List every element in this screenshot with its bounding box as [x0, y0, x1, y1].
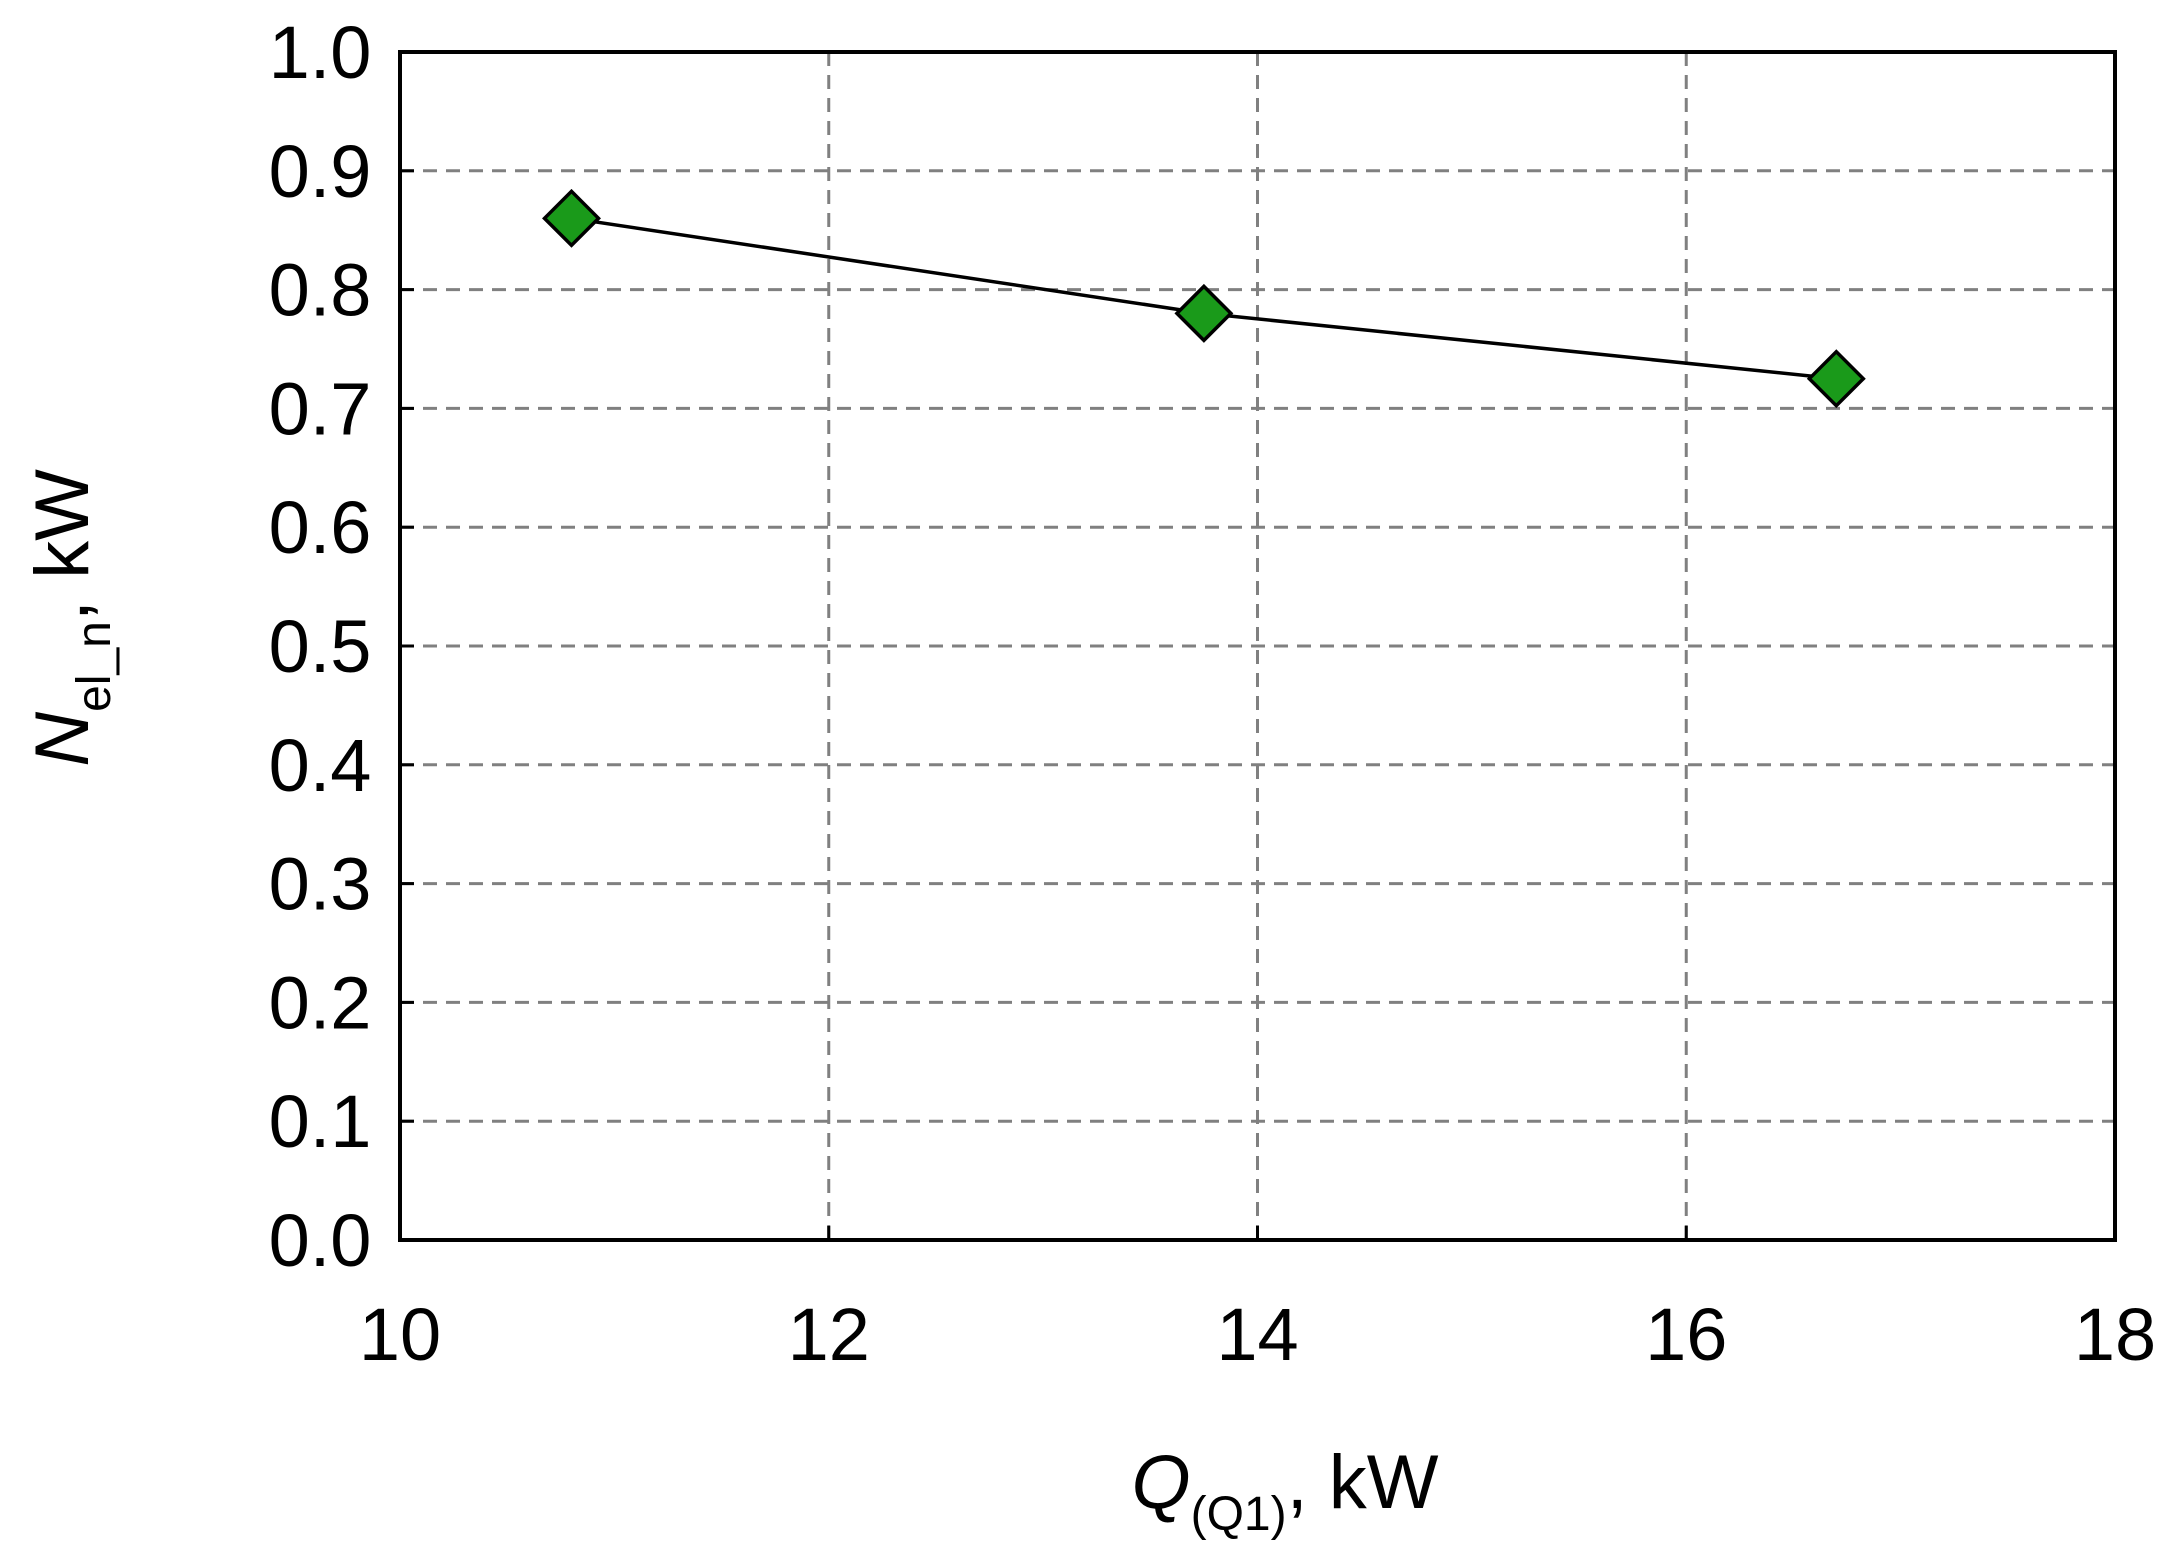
grid-lines: [400, 52, 2115, 1240]
y-tick-label: 0.3: [269, 843, 372, 926]
y-axis-title-main: N: [20, 712, 105, 767]
y-tick-labels: 0.0 0.1 0.2 0.3 0.4 0.5 0.6 0.7 0.8 0.9 1.0: [269, 11, 372, 1282]
y-tick-label: 0.9: [269, 130, 372, 213]
x-tick-labels: 10 12 14 16 18: [359, 1293, 2156, 1376]
x-tick-label: 18: [2074, 1293, 2156, 1376]
y-tick-label: 0.4: [269, 724, 372, 807]
y-tick-label: 0.8: [269, 249, 372, 332]
x-tick-label: 12: [788, 1293, 870, 1376]
x-axis-title-main: Q: [1131, 1440, 1190, 1525]
y-tick-label: 0.2: [269, 961, 372, 1044]
data-series: [542, 188, 1866, 409]
y-tick-label: 1.0: [269, 11, 372, 94]
y-tick-label: 0.7: [269, 367, 372, 450]
x-axis-title-sub: (Q1): [1191, 1488, 1287, 1541]
x-axis-title: Q(Q1), kW: [1131, 1440, 1438, 1541]
plot-area: [398, 50, 2117, 1242]
x-axis-title-unit: , kW: [1287, 1440, 1439, 1525]
y-axis-title-sub: el_n: [68, 621, 121, 712]
y-tick-label: 0.1: [269, 1080, 372, 1163]
data-point-marker: [1806, 349, 1866, 409]
y-axis-title-unit: , kW: [20, 469, 105, 621]
x-tick-label: 10: [359, 1293, 441, 1376]
x-tick-label: 16: [1645, 1293, 1727, 1376]
y-tick-label: 0.6: [269, 486, 372, 569]
x-tick-label: 14: [1216, 1293, 1298, 1376]
data-point-marker: [542, 188, 601, 248]
y-tick-label: 0.0: [269, 1199, 372, 1282]
data-point-marker: [1174, 283, 1234, 343]
y-tick-label: 0.5: [269, 605, 372, 688]
y-axis-title: Nel_n, kW: [20, 469, 121, 767]
